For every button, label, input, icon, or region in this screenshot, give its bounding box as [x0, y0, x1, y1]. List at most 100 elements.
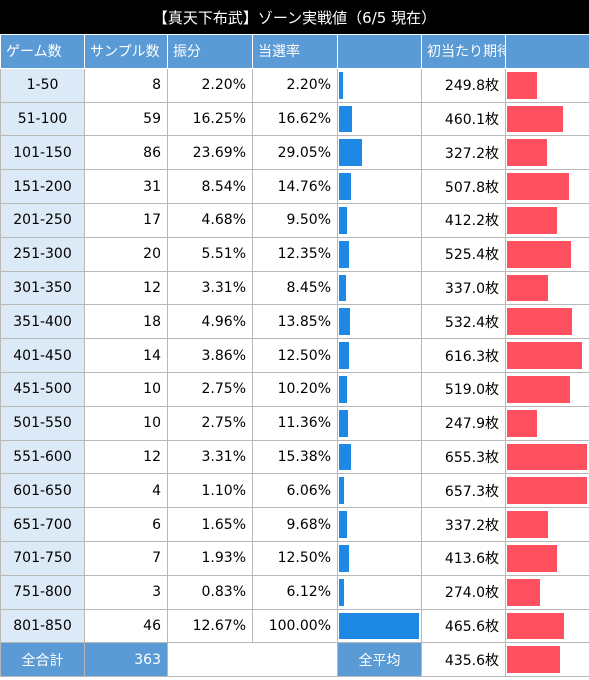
expected-coins-cell: 532.4枚 [421, 304, 506, 340]
hit-rate-bar [339, 511, 347, 538]
expected-coins-cell: 337.0枚 [421, 270, 506, 306]
table-row: 601-650 4 1.10% 6.06% 657.3枚 [0, 473, 589, 509]
table-row: 51-100 59 16.25% 16.62% 460.1枚 [0, 101, 589, 137]
share-cell: 3.31% [167, 439, 253, 475]
expected-bar-cell [505, 304, 589, 340]
hit-rate-bar [339, 578, 344, 606]
table-row: 251-300 20 5.51% 12.35% 525.4枚 [0, 236, 589, 272]
hit-rate-bar [339, 274, 346, 302]
samples-cell: 7 [84, 540, 168, 576]
expected-bar-cell [505, 540, 589, 576]
samples-cell: 12 [84, 270, 168, 306]
game-range-cell: 401-450 [0, 338, 85, 373]
game-range-cell: 201-250 [0, 202, 85, 238]
expected-bar-cell [505, 371, 589, 407]
hit-rate-bar [339, 612, 419, 640]
expected-bar-cell [505, 202, 589, 238]
hit-rate-bar-cell [337, 135, 422, 171]
expected-coins-cell: 247.9枚 [421, 405, 506, 441]
expected-coins-bar [507, 308, 572, 336]
samples-cell: 12 [84, 439, 168, 475]
share-cell: 1.93% [167, 540, 253, 576]
expected-coins-bar [507, 511, 548, 538]
hit-rate-cell: 9.50% [252, 202, 338, 238]
hit-rate-bar [339, 544, 349, 572]
header-share: 振分 [167, 34, 253, 69]
share-cell: 1.65% [167, 507, 253, 542]
expected-bar-cell [505, 338, 589, 373]
table-row: 401-450 14 3.86% 12.50% 616.3枚 [0, 338, 589, 373]
expected-coins-cell: 507.8枚 [421, 169, 506, 204]
samples-cell: 10 [84, 405, 168, 441]
share-cell: 5.51% [167, 236, 253, 272]
share-cell: 16.25% [167, 101, 253, 137]
samples-cell: 18 [84, 304, 168, 340]
expected-coins-bar [507, 409, 537, 437]
hit-rate-cell: 16.62% [252, 101, 338, 137]
expected-bar-cell [505, 439, 589, 475]
expected-bar-cell [505, 67, 589, 103]
expected-bar-cell [505, 608, 589, 644]
game-range-cell: 801-850 [0, 608, 85, 644]
samples-cell: 20 [84, 236, 168, 272]
header-game-count: ゲーム数 [0, 34, 85, 69]
expected-bar-cell [505, 101, 589, 137]
samples-cell: 86 [84, 135, 168, 171]
total-samples: 363 [84, 642, 168, 678]
expected-coins-cell: 519.0枚 [421, 371, 506, 407]
expected-coins-bar [507, 578, 540, 606]
game-range-cell: 51-100 [0, 101, 85, 137]
hit-rate-bar-cell [337, 169, 422, 204]
hit-rate-bar [339, 206, 347, 234]
hit-rate-cell: 6.06% [252, 473, 338, 509]
header-row: ゲーム数 サンプル数 振分 当選率 初当たり期待枚数 [0, 34, 589, 69]
expected-bar-cell [505, 135, 589, 171]
expected-bar-cell [505, 169, 589, 204]
header-expected-coins: 初当たり期待枚数 [421, 34, 506, 69]
share-cell: 4.68% [167, 202, 253, 238]
hit-rate-bar-cell [337, 540, 422, 576]
share-cell: 3.86% [167, 338, 253, 373]
table-row: 551-600 12 3.31% 15.38% 655.3枚 [0, 439, 589, 475]
expected-coins-bar [507, 612, 564, 640]
game-range-cell: 551-600 [0, 439, 85, 475]
expected-coins-cell: 657.3枚 [421, 473, 506, 509]
header-hit-rate: 当選率 [252, 34, 338, 69]
hit-rate-bar-cell [337, 101, 422, 137]
expected-coins-cell: 525.4枚 [421, 236, 506, 272]
share-cell: 8.54% [167, 169, 253, 204]
footer-row: 全合計 363 全平均 435.6枚 [0, 642, 589, 678]
hit-rate-bar-cell [337, 202, 422, 238]
header-expected-bar [505, 34, 589, 69]
hit-rate-cell: 8.45% [252, 270, 338, 306]
hit-rate-cell: 12.50% [252, 338, 338, 373]
share-cell: 3.31% [167, 270, 253, 306]
table-row: 1-50 8 2.20% 2.20% 249.8枚 [0, 67, 589, 103]
hit-rate-bar-cell [337, 270, 422, 306]
samples-cell: 14 [84, 338, 168, 373]
hit-rate-bar-cell [337, 371, 422, 407]
game-range-cell: 1-50 [0, 67, 85, 103]
expected-bar-cell [505, 507, 589, 542]
expected-bar-cell [505, 405, 589, 441]
expected-coins-cell: 412.2枚 [421, 202, 506, 238]
expected-coins-cell: 413.6枚 [421, 540, 506, 576]
table-row: 501-550 10 2.75% 11.36% 247.9枚 [0, 405, 589, 441]
hit-rate-bar-cell [337, 507, 422, 542]
game-range-cell: 101-150 [0, 135, 85, 171]
expected-bar-cell [505, 270, 589, 306]
hit-rate-bar [339, 409, 348, 437]
expected-coins-bar [507, 173, 569, 200]
hit-rate-cell: 13.85% [252, 304, 338, 340]
expected-coins-cell: 465.6枚 [421, 608, 506, 644]
hit-rate-bar [339, 342, 349, 369]
hit-rate-bar-cell [337, 608, 422, 644]
expected-coins-bar [507, 274, 548, 302]
hit-rate-bar [339, 173, 351, 200]
hit-rate-cell: 15.38% [252, 439, 338, 475]
share-cell: 2.75% [167, 371, 253, 407]
expected-coins-bar [507, 240, 571, 268]
header-samples: サンプル数 [84, 34, 168, 69]
expected-coins-bar [507, 342, 582, 369]
table-row: 151-200 31 8.54% 14.76% 507.8枚 [0, 169, 589, 204]
